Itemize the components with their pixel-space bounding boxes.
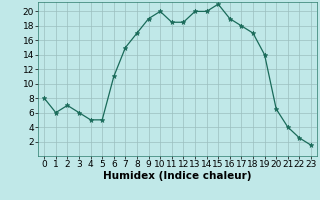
X-axis label: Humidex (Indice chaleur): Humidex (Indice chaleur) xyxy=(103,171,252,181)
